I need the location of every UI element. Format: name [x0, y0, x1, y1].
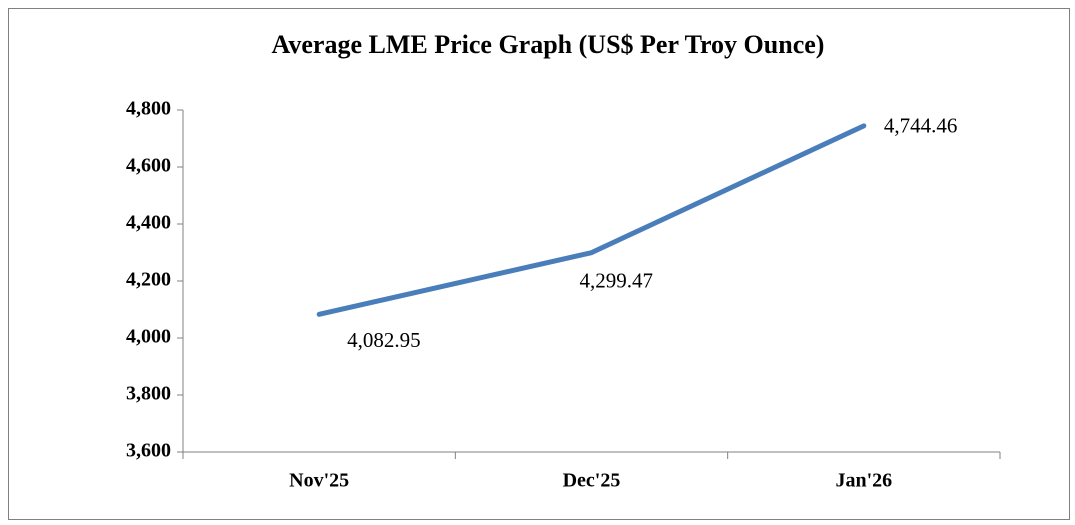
data-label: 4,744.46	[884, 114, 958, 138]
y-tick-label: 4,600	[126, 155, 171, 177]
y-tick-label: 4,400	[126, 212, 171, 234]
y-tick-label: 4,800	[126, 98, 171, 120]
y-tick-label: 4,200	[126, 269, 171, 291]
y-tick-label: 3,600	[126, 440, 171, 462]
y-tick-label: 4,000	[126, 326, 171, 348]
data-label: 4,299.47	[580, 268, 654, 292]
chart-title: Average LME Price Graph (US$ Per Troy Ou…	[272, 30, 825, 59]
x-tick-label: Nov'25	[289, 470, 349, 492]
x-tick-label: Dec'25	[563, 470, 621, 492]
x-tick-label: Jan'26	[835, 470, 892, 492]
line	[316, 123, 867, 317]
data-label: 4,082.95	[347, 328, 421, 352]
y-tick-label: 3,800	[126, 383, 171, 405]
